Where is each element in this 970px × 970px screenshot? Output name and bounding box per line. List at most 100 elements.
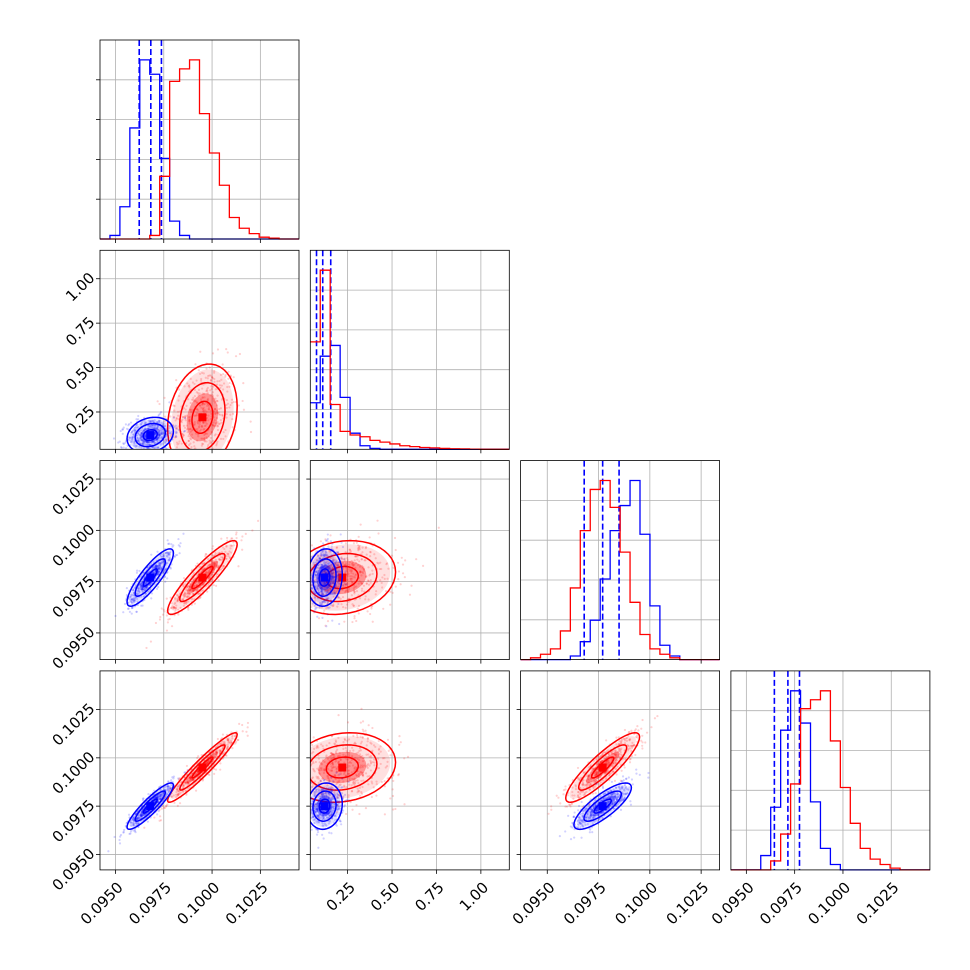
sample-point-blue bbox=[156, 425, 159, 429]
sample-point-red bbox=[358, 565, 362, 568]
sample-point-red bbox=[185, 404, 188, 407]
contour-red bbox=[179, 744, 226, 791]
sample-point-red bbox=[342, 753, 345, 756]
sample-point-blue bbox=[155, 565, 158, 568]
sample-point-red bbox=[183, 591, 186, 594]
sample-point-red bbox=[345, 568, 348, 571]
sample-point-blue bbox=[158, 433, 161, 436]
sample-point-blue bbox=[163, 788, 166, 791]
sample-point-blue bbox=[136, 592, 139, 595]
sample-point-red bbox=[205, 436, 208, 439]
sample-point-red bbox=[347, 753, 351, 756]
sample-point-blue bbox=[131, 429, 134, 432]
sample-point-blue bbox=[154, 564, 157, 567]
sample-point-blue bbox=[153, 441, 156, 444]
sample-point-blue bbox=[150, 581, 153, 585]
sample-point-red bbox=[218, 557, 221, 561]
sample-point-red bbox=[327, 768, 330, 771]
sample-point-red bbox=[349, 567, 352, 571]
sample-point-red bbox=[196, 574, 199, 577]
sample-point-red bbox=[391, 788, 394, 791]
sample-point-blue bbox=[338, 805, 341, 808]
sample-point-red bbox=[168, 617, 171, 621]
sample-point-blue bbox=[320, 565, 323, 568]
sample-point-red bbox=[182, 434, 185, 437]
sample-point-red bbox=[380, 581, 383, 585]
sample-point-blue bbox=[171, 776, 174, 779]
sample-point-red bbox=[398, 735, 401, 738]
sample-point-red bbox=[219, 558, 222, 561]
sample-point-blue bbox=[172, 775, 176, 778]
sample-point-red bbox=[226, 747, 229, 750]
sample-point-red bbox=[294, 590, 296, 592]
sample-point-red bbox=[334, 743, 337, 746]
sample-point-red bbox=[213, 380, 216, 383]
sample-point-red bbox=[370, 605, 373, 608]
sample-point-red bbox=[213, 407, 217, 411]
sample-point-red bbox=[303, 578, 305, 580]
sample-point-blue bbox=[158, 419, 161, 422]
sample-point-blue bbox=[165, 784, 168, 788]
sample-point-red bbox=[336, 564, 340, 567]
sample-point-blue bbox=[159, 411, 163, 414]
sample-point-red bbox=[200, 451, 202, 453]
sample-point-red bbox=[337, 714, 340, 717]
sample-point-blue bbox=[156, 587, 159, 591]
sample-point-red bbox=[208, 563, 211, 566]
sample-point-red bbox=[175, 793, 178, 796]
sample-point-blue bbox=[166, 551, 170, 555]
sample-point-red bbox=[347, 761, 350, 764]
sample-point-red bbox=[213, 563, 216, 567]
sample-point-red bbox=[182, 585, 185, 588]
sample-point-blue bbox=[157, 795, 160, 798]
sample-point-blue bbox=[169, 550, 172, 554]
sample-point-red bbox=[210, 433, 213, 436]
sample-point-red bbox=[175, 446, 179, 449]
sample-point-red bbox=[373, 761, 376, 764]
sample-point-red bbox=[301, 765, 303, 767]
sample-point-blue bbox=[159, 797, 162, 800]
sample-point-blue bbox=[323, 554, 326, 557]
sample-point-red bbox=[213, 562, 216, 565]
sample-point-red bbox=[302, 577, 304, 579]
sample-point-red bbox=[353, 590, 356, 593]
sample-point-blue bbox=[167, 791, 170, 794]
sample-point-red bbox=[193, 382, 196, 386]
sample-point-red bbox=[238, 352, 242, 356]
sample-point-red bbox=[329, 762, 332, 766]
sample-point-blue bbox=[137, 437, 141, 440]
sample-point-blue bbox=[156, 565, 159, 568]
sample-point-red bbox=[231, 537, 234, 540]
sample-point-red bbox=[304, 586, 306, 588]
sample-point-red bbox=[203, 402, 207, 406]
sample-point-blue bbox=[327, 597, 330, 600]
sample-point-red bbox=[313, 597, 317, 600]
sample-point-red bbox=[367, 753, 370, 756]
sample-point-red bbox=[347, 738, 351, 741]
sample-point-red bbox=[187, 781, 190, 784]
sample-point-red bbox=[175, 788, 179, 791]
sample-point-red bbox=[306, 760, 308, 762]
sample-point-blue bbox=[318, 601, 322, 605]
sample-point-blue bbox=[129, 421, 133, 424]
sample-point-red bbox=[361, 773, 365, 776]
sample-point-blue bbox=[152, 424, 155, 427]
sample-point-red bbox=[421, 564, 425, 567]
sample-point-blue bbox=[331, 619, 334, 622]
sample-point-red bbox=[222, 564, 225, 568]
sample-point-blue bbox=[140, 814, 143, 818]
sample-point-red bbox=[206, 404, 209, 407]
sample-point-red bbox=[183, 468, 185, 470]
sample-point-red bbox=[392, 566, 395, 569]
sample-point-red bbox=[178, 440, 181, 443]
sample-point-red bbox=[350, 761, 353, 765]
sample-point-blue bbox=[160, 561, 163, 564]
sample-point-red bbox=[336, 796, 339, 799]
sample-point-red bbox=[187, 589, 191, 592]
sample-point-red bbox=[224, 374, 227, 377]
sample-point-red bbox=[182, 474, 184, 476]
sample-point-blue bbox=[157, 419, 161, 422]
sample-point-red bbox=[308, 591, 310, 593]
sample-point-red bbox=[172, 794, 175, 797]
sample-point-red bbox=[311, 776, 315, 779]
